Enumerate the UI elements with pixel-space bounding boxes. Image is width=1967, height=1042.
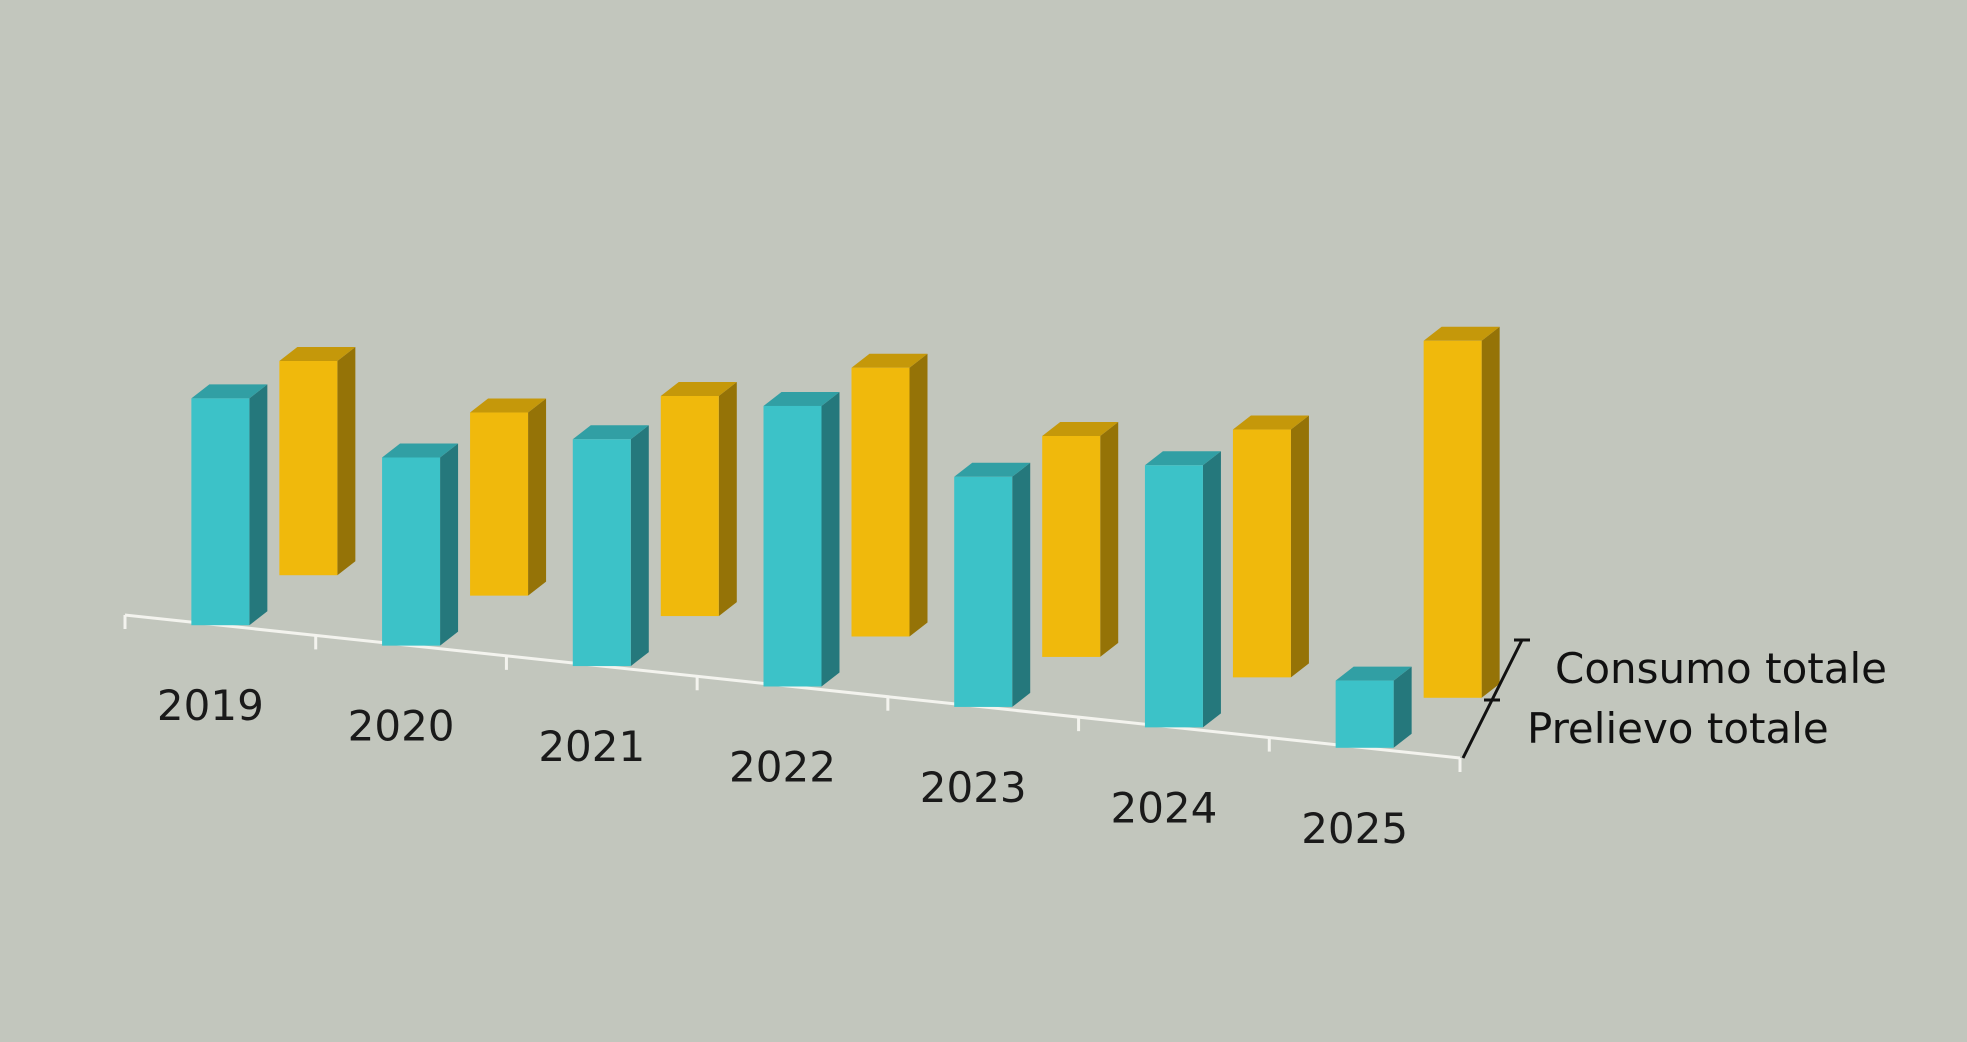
x-tick-labels: 2019 2020 2021 2022 2023 2024 2025 [157, 681, 1408, 853]
x-tick-label-2019: 2019 [157, 681, 264, 730]
bar-side-face [528, 398, 547, 596]
series-label-consumo-totale: Consumo totale [1555, 644, 1887, 693]
x-tick-label-2021: 2021 [538, 722, 645, 771]
bar-consumo-totale-2020 [470, 398, 547, 596]
bar-front-face [470, 412, 529, 596]
bar-top-face [851, 353, 928, 368]
bar-top-face [1423, 326, 1500, 341]
bar-prelievo-totale-2022 [763, 391, 840, 687]
bar-prelievo-totale-2024 [1144, 451, 1221, 728]
series-labels: Consumo totale Prelievo totale [1461, 638, 1887, 759]
bar-side-face [337, 347, 356, 576]
bar-front-face [1232, 429, 1291, 678]
bar-consumo-totale-2019 [279, 347, 356, 576]
bar-front-face [660, 395, 719, 617]
x-tick-label-2023: 2023 [920, 763, 1027, 812]
bar-front-face [1144, 465, 1203, 728]
bar-top-face [191, 384, 268, 399]
bar-top-face [1232, 415, 1309, 430]
bar-consumo-totale-2025 [1423, 326, 1500, 698]
bar-consumo-totale-2022 [851, 353, 928, 637]
bar-front-face [279, 361, 338, 576]
bar-side-face [440, 443, 459, 646]
bar-front-face [191, 398, 250, 626]
bar-top-face [660, 381, 737, 396]
bar-front-face [382, 457, 441, 646]
bars [191, 326, 1500, 748]
bar-top-face [279, 347, 356, 362]
bar-consumo-totale-2024 [1232, 415, 1309, 678]
bar-side-face [1393, 666, 1412, 748]
bar-front-face [1335, 680, 1394, 748]
bar-side-face [1100, 422, 1119, 657]
x-tick-label-2025: 2025 [1301, 804, 1408, 853]
bar-consumo-totale-2023 [1042, 422, 1119, 657]
bar-front-face [851, 367, 910, 637]
bar-top-face [954, 462, 1031, 477]
bar-top-face [1042, 422, 1119, 437]
bar-side-face [1012, 462, 1031, 707]
bar-prelievo-totale-2025 [1335, 666, 1412, 748]
bar-front-face [1423, 340, 1482, 698]
x-tick-label-2024: 2024 [1110, 783, 1217, 832]
bar-top-face [763, 391, 840, 406]
bar-side-face [630, 425, 649, 667]
x-tick-label-2020: 2020 [348, 702, 455, 751]
bar-front-face [572, 439, 631, 667]
bar-side-face [1290, 415, 1309, 678]
bar-front-face [1042, 436, 1101, 657]
bar-top-face [382, 443, 459, 458]
bar-side-face [249, 384, 268, 626]
bar-side-face [821, 391, 840, 687]
bar-side-face [909, 353, 928, 637]
bar-top-face [572, 425, 649, 440]
bar-prelievo-totale-2023 [954, 462, 1031, 707]
bar-side-face [1202, 451, 1221, 728]
bar-side-face [1481, 326, 1500, 698]
bar-front-face [954, 476, 1013, 707]
bar-top-face [1144, 451, 1221, 466]
bar-prelievo-totale-2020 [382, 443, 459, 646]
bar-prelievo-totale-2021 [572, 425, 649, 667]
bar-consumo-totale-2021 [660, 381, 737, 617]
bar-top-face [1335, 666, 1412, 681]
bar-front-face [763, 405, 822, 687]
bar-top-face [470, 398, 547, 413]
series-label-prelievo-totale: Prelievo totale [1527, 704, 1829, 753]
bar-prelievo-totale-2019 [191, 384, 268, 626]
bar-side-face [718, 381, 737, 617]
x-tick-label-2022: 2022 [729, 743, 836, 792]
